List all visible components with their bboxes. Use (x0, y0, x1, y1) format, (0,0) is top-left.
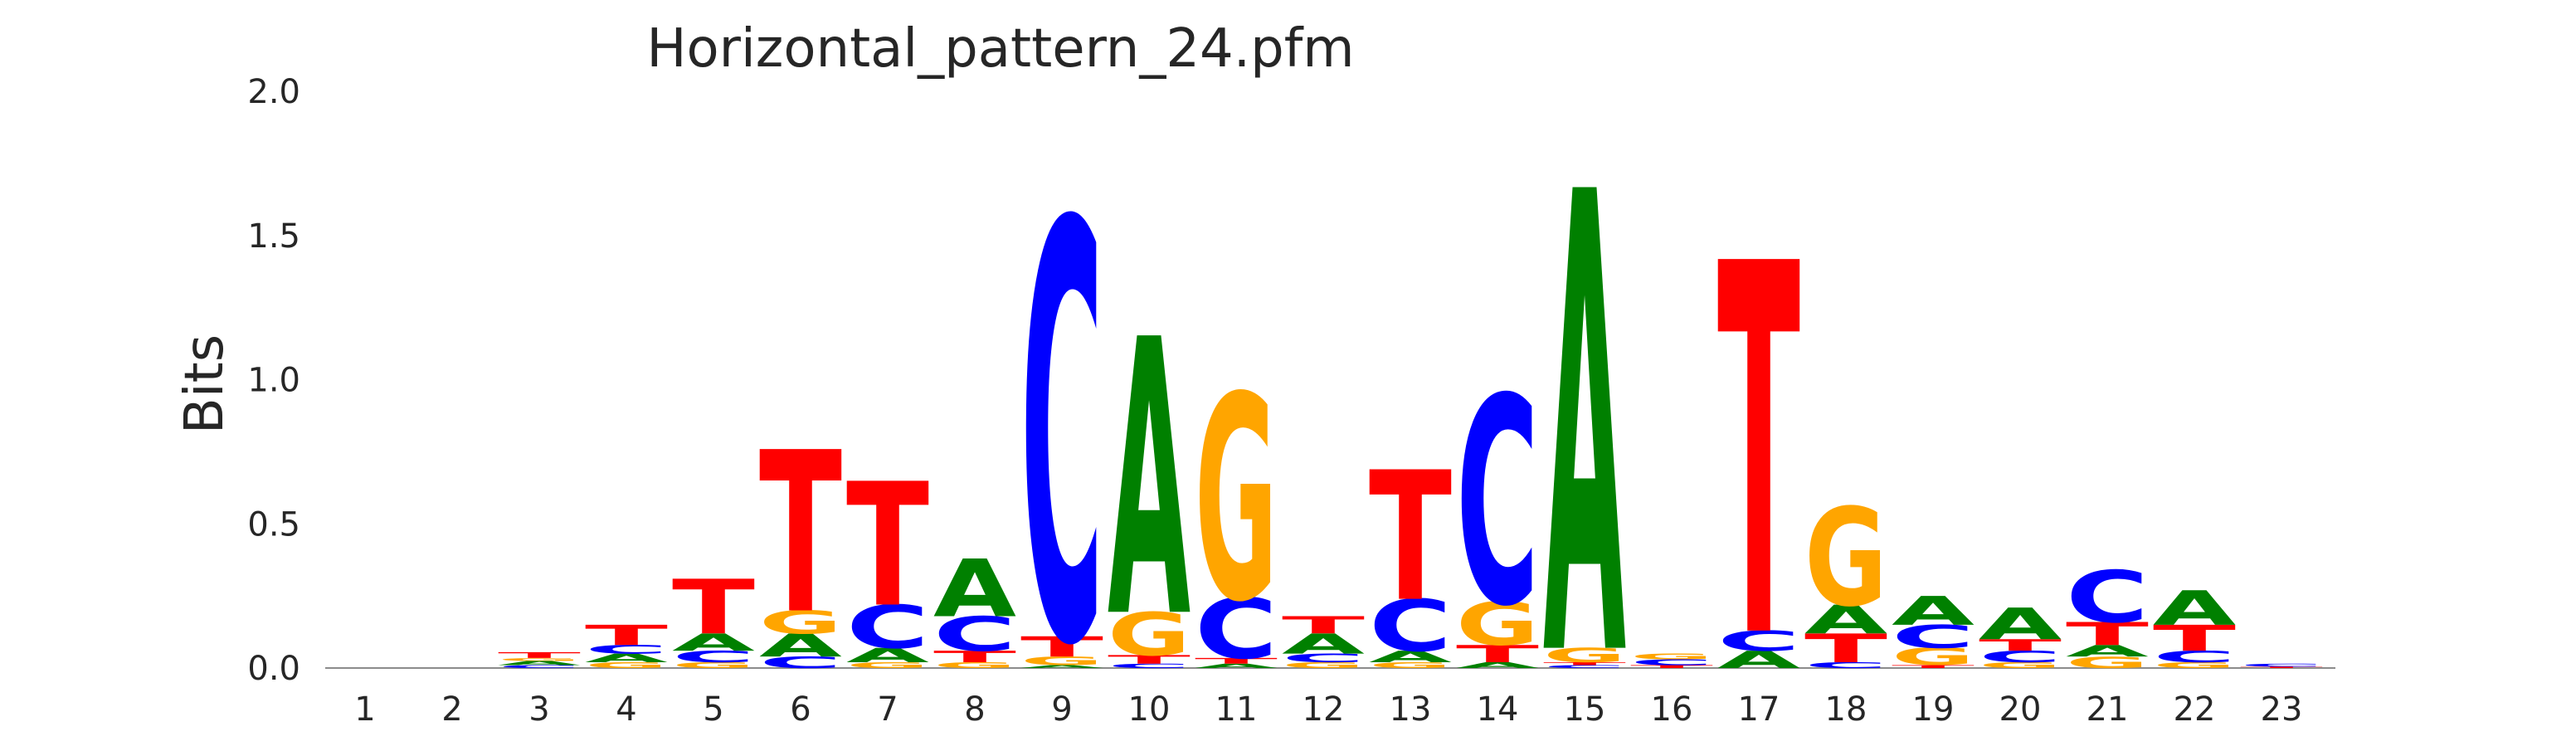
y-tick-label: 2.0 (247, 73, 300, 111)
logo-letter-a: A (1543, 61, 1627, 747)
logo-letter-t: T (759, 405, 842, 663)
logo-letter-c: C (2240, 663, 2323, 668)
y-tick-label: 1.0 (247, 362, 300, 400)
logo-letter-g: G (1630, 652, 1713, 661)
x-tick-label: 23 (2261, 690, 2303, 729)
logo-letter-t: T (1282, 612, 1365, 639)
logo-letter-t: T (1717, 159, 1801, 747)
x-tick-label: 20 (1999, 690, 2042, 729)
x-tick-label: 11 (1215, 690, 1258, 729)
x-tick-label: 13 (1390, 690, 1432, 729)
logo-letter-t: T (585, 619, 668, 651)
logo-letter-a: A (1892, 588, 1975, 634)
x-tick-label: 14 (1477, 690, 1519, 729)
chart-title: Horizontal_pattern_24.pfm (646, 18, 1354, 80)
logo-letter-c: C (2066, 556, 2149, 639)
logo-letter-c: C (1456, 338, 1539, 670)
logo-stack: GCAT (672, 563, 755, 670)
logo-letter-a: A (1108, 261, 1191, 702)
logo-letter-a: A (1979, 599, 2062, 650)
logo-stack: TC (2240, 663, 2323, 669)
y-tick-label: 0.5 (247, 505, 300, 544)
x-tick-label: 12 (1303, 690, 1345, 729)
logo-letter-g: G (1804, 480, 1887, 636)
logo-stack: TCG (1630, 652, 1713, 669)
x-tick-label: 22 (2174, 690, 2216, 729)
logo-stack: ATCG (1195, 337, 1278, 678)
logo-stack: GCAT (1282, 612, 1365, 671)
x-axis: 1 2 3 4 5 6 7 8 9 10 11 12 13 14 15 16 17 18 19 20 21 22 23 (354, 690, 2302, 729)
y-tick-label: 1.5 (247, 217, 300, 256)
x-tick-label: 7 (877, 690, 898, 729)
x-tick-label: 19 (1912, 690, 1955, 729)
logo-stack: CAGT (498, 651, 581, 669)
x-tick-label: 8 (964, 690, 985, 729)
y-tick-label: 0.0 (247, 650, 300, 688)
logo-letter-t: T (672, 563, 755, 651)
x-tick-label: 3 (528, 690, 549, 729)
y-axis: 0.0 0.5 1.0 1.5 2.0 (247, 73, 300, 688)
logo-stack: ACT (1717, 159, 1801, 747)
logo-letter-t: T (1369, 435, 1452, 641)
logo-letter-g: G (1195, 337, 1278, 664)
x-tick-label: 21 (2087, 690, 2129, 729)
x-tick-label: 2 (441, 690, 462, 729)
logo-letter-t: T (846, 447, 929, 645)
x-tick-label: 18 (1825, 690, 1867, 729)
x-tick-label: 4 (616, 690, 636, 729)
x-tick-label: 6 (790, 690, 811, 729)
logo-letter-c: C (1020, 105, 1103, 747)
x-tick-label: 5 (703, 690, 723, 729)
x-tick-label: 1 (354, 690, 375, 729)
logo-letter-t: T (498, 651, 581, 660)
logo-letter-a: A (933, 543, 1016, 635)
x-tick-label: 16 (1651, 690, 1693, 729)
logo-letter-a: A (2153, 581, 2236, 636)
y-axis-label: Bits (174, 334, 236, 434)
